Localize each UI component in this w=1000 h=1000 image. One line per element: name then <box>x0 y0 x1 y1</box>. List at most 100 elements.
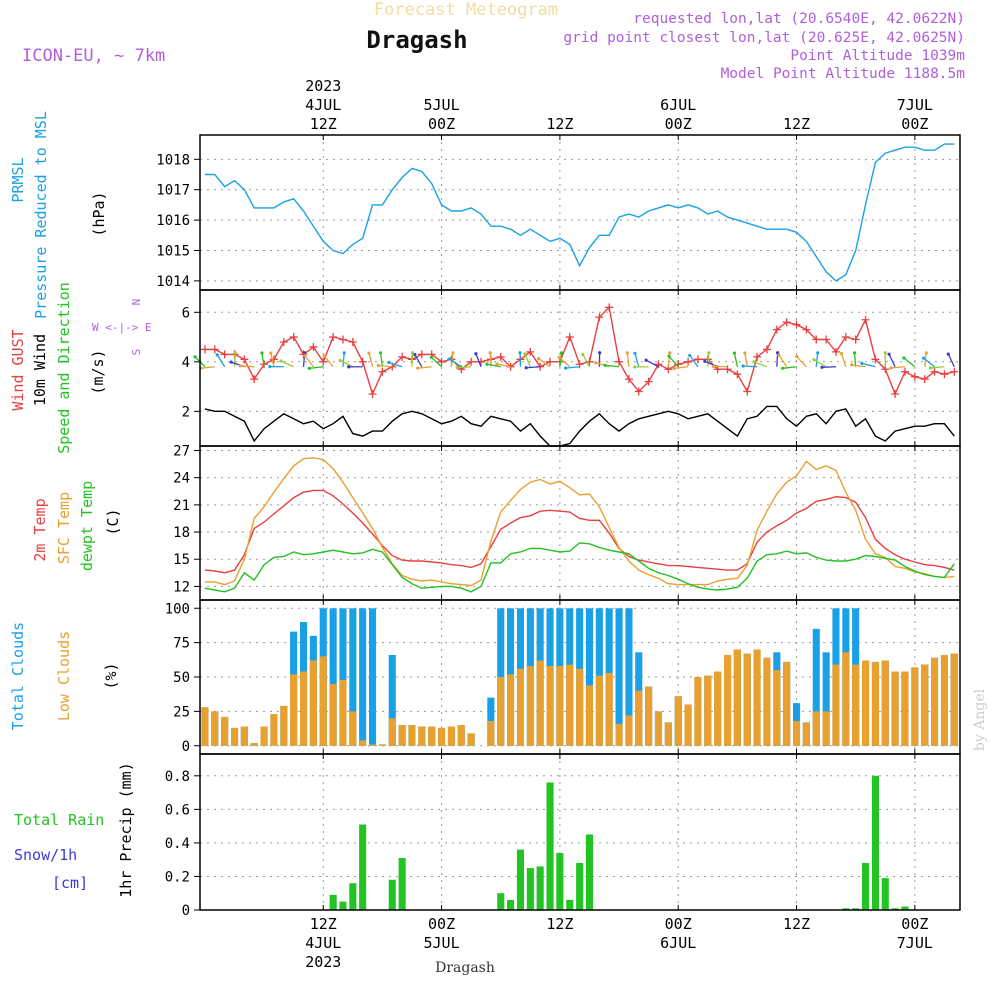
wind-arrow <box>861 362 876 368</box>
y-tick-label: 12 <box>173 579 190 595</box>
gust-marker <box>319 357 328 366</box>
wind-arrow-head <box>518 351 522 355</box>
gust-marker <box>920 375 929 384</box>
time-label-top: 12Z <box>546 115 573 133</box>
gust-marker <box>930 367 939 376</box>
model-name: ICON-EU, ~ 7km <box>22 46 165 66</box>
wind-arrow-head <box>743 351 747 355</box>
wind-arrow-head <box>474 352 478 356</box>
bar-low-clouds <box>891 671 899 746</box>
bar-total-rain <box>398 858 406 910</box>
wind-arrow-head <box>752 360 756 364</box>
bar-low-clouds <box>862 660 870 746</box>
bar-low-clouds <box>398 725 406 746</box>
wind-arrow-head <box>268 364 272 369</box>
bar-low-clouds <box>497 677 505 746</box>
wind-arrow-head <box>524 366 528 370</box>
y-tick-label: 6 <box>182 305 190 321</box>
bar-low-clouds <box>270 714 278 746</box>
bar-total-rain <box>891 908 899 910</box>
bar-low-clouds <box>743 653 751 746</box>
gust-marker <box>812 335 821 344</box>
series-line-dewpt-temp <box>204 542 955 593</box>
y-tick-label: 21 <box>173 498 190 514</box>
bar-low-clouds <box>852 664 860 746</box>
bar-total-clouds <box>359 608 367 746</box>
wind-arrow-head <box>495 362 499 366</box>
series-line-wind-gust <box>204 305 955 397</box>
time-label-top: 6JUL <box>660 96 696 114</box>
wind-arrow <box>903 357 916 368</box>
wind-arrow <box>240 365 255 368</box>
y-tick-label: 1016 <box>156 213 190 229</box>
gust-marker <box>477 357 486 366</box>
wind-arrow-head <box>451 351 455 355</box>
wind-arrow <box>486 363 501 368</box>
bar-low-clouds <box>211 711 219 746</box>
time-label-top: 00Z <box>665 115 692 133</box>
wind-arrow <box>496 363 511 368</box>
gust-marker <box>279 338 288 346</box>
bar-low-clouds <box>339 679 347 746</box>
wind-arrow <box>582 354 591 368</box>
panels: 1014101510161017101824612151821242702550… <box>156 134 961 919</box>
gust-marker <box>546 357 555 366</box>
precip-label-snow: Snow/1h <box>14 846 77 864</box>
bar-low-clouds <box>201 707 209 746</box>
gust-marker <box>940 370 949 379</box>
requested-coords: requested lon,lat (20.6540E, 42.0622N) <box>633 11 965 27</box>
wind-arrow <box>778 354 788 368</box>
wind-arrow-head <box>376 363 380 368</box>
y-tick-label: 24 <box>173 471 190 487</box>
bar-total-rain <box>871 775 879 910</box>
wind-arrow-head <box>523 352 527 356</box>
y-tick-label: 100 <box>165 601 190 617</box>
wind-arrow-head <box>307 366 311 370</box>
wind-arrow-head <box>215 353 219 357</box>
time-label-bottom: 7JUL <box>897 934 933 952</box>
wind-arrow-head <box>633 365 637 369</box>
bar-low-clouds <box>901 671 909 746</box>
y-tick-label: 25 <box>173 704 190 720</box>
bar-total-clouds <box>329 608 337 746</box>
bar-low-clouds <box>349 711 357 746</box>
wind-arrow-head <box>193 355 197 359</box>
wind-arrow <box>261 352 265 367</box>
wind-arrow-head <box>594 361 598 365</box>
wind-arrow <box>674 366 689 369</box>
gust-marker <box>841 333 850 342</box>
wind-arrow-head <box>889 366 893 370</box>
gust-marker <box>437 357 446 366</box>
wind-arrow <box>733 352 739 367</box>
bar-low-clouds <box>576 668 584 746</box>
y-tick-label: 75 <box>173 636 190 652</box>
bar-low-clouds <box>793 721 801 746</box>
wind-arrow-head <box>378 351 383 355</box>
bar-low-clouds <box>378 744 386 746</box>
wind-arrow-head <box>322 354 326 358</box>
series-line-pressure <box>204 143 955 282</box>
wind-arrow-head <box>633 351 637 355</box>
wind-arrow-head <box>260 351 264 355</box>
wind-arrow-head <box>781 366 785 370</box>
gust-marker <box>654 360 663 369</box>
wind-arrow <box>645 359 659 368</box>
y-tick-label: 1017 <box>156 183 190 199</box>
wind-arrow <box>342 352 345 367</box>
wind-arrow-head <box>557 355 561 360</box>
time-label-bottom: 12Z <box>546 915 573 933</box>
gust-marker <box>358 357 367 366</box>
wind-arrow <box>813 359 827 368</box>
wind-arrow <box>414 354 423 368</box>
bar-total-clouds <box>339 608 347 746</box>
wind-arrow-head <box>928 366 933 370</box>
time-label-top: 00Z <box>901 115 928 133</box>
wind-arrow <box>304 355 314 368</box>
wind-arrow-head <box>812 358 816 362</box>
clouds-label-low: Low Clouds <box>55 631 73 721</box>
wind-arrow <box>430 356 443 368</box>
panel-frame <box>199 753 961 911</box>
wind-arrow <box>595 362 610 368</box>
panel-temp: 12 15 18 21 24 27 <box>173 444 961 601</box>
